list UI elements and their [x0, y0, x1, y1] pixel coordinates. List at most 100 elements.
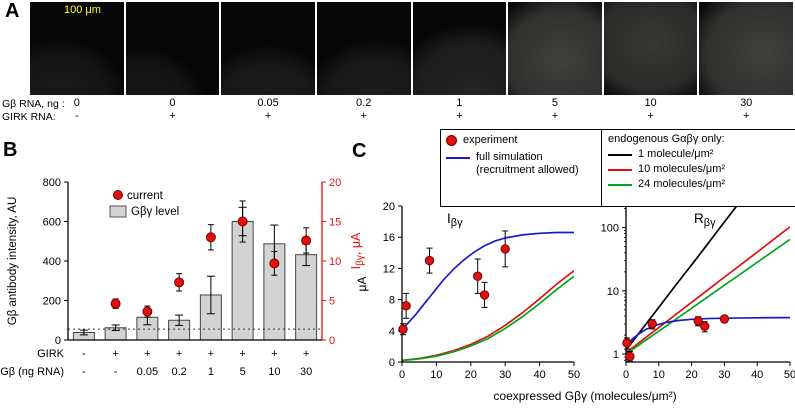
y-tick: 12: [383, 263, 395, 275]
simulation-line-swatch: [446, 157, 470, 159]
x-tick: 20: [685, 369, 697, 381]
experiment-point: [622, 338, 632, 348]
legend-item-label: 1 molecule/μm²: [638, 148, 714, 160]
legend-current-dot: [113, 190, 123, 200]
girk-rna-value: +: [647, 110, 654, 122]
x-row-label: GIRK: [37, 348, 65, 360]
left-axis-tick: 800: [43, 177, 61, 189]
girk-rna-value: +: [742, 110, 750, 122]
oocyte-fluorescence: [221, 2, 315, 95]
micrograph-oocyte-gb10: [603, 2, 698, 95]
girk-rna-value: -: [74, 110, 79, 122]
simulation-label: full simulation (recruitment allowed): [476, 151, 579, 177]
x-row-label: Gβ (ng RNA): [0, 366, 64, 378]
current-data-point: [269, 258, 280, 269]
gb-rna-value: 0: [73, 97, 80, 109]
left-axis-tick: 200: [43, 296, 61, 308]
legend-left-cell: experiment full simulation (recruitment …: [441, 130, 602, 206]
right-axis-title: Iβγ, μA: [349, 232, 366, 269]
y-tick: 10: [607, 286, 619, 298]
oocyte-fluorescence: [508, 2, 602, 95]
experiment-point: [398, 324, 408, 334]
microscopy-strip: 100 μm: [30, 2, 793, 95]
x-row-value: -: [114, 366, 118, 378]
experiment-point: [424, 255, 435, 266]
legend-gbg-label: Gβγ level: [131, 206, 179, 218]
micrograph-oocyte-gb30: [699, 2, 793, 95]
curve-10-molecules-m-: [626, 226, 790, 354]
y-tick: 1: [613, 349, 619, 361]
legend-item-10-molecules-m-: 10 molecules/μm²: [608, 163, 789, 176]
gb-rna-value: 0.05: [257, 97, 279, 109]
y-tick: 8: [389, 295, 395, 307]
experiment-point: [401, 301, 411, 311]
y-tick: 4: [389, 326, 395, 338]
micrograph-oocyte-gb5: [508, 2, 602, 95]
endogenous-header: endogenous Gαβγ only:: [608, 133, 725, 145]
micrograph-oocyte-gb0.2: [316, 2, 411, 95]
legend-line-swatch: [608, 168, 632, 171]
y-axis-title: μA: [355, 277, 369, 292]
oocyte-fluorescence: [30, 2, 124, 95]
experiment-dot-swatch: [446, 135, 457, 146]
simulation-label-line1: full simulation: [476, 151, 543, 163]
curve-10-molecules-m-: [402, 270, 574, 362]
current-data-point: [174, 277, 185, 288]
y-tick: 16: [383, 232, 395, 244]
x-row-value: -: [82, 366, 86, 378]
current-data-point: [110, 298, 121, 309]
experiment-point: [625, 351, 635, 362]
curve-full-simulation-recruitment-allowed-: [626, 316, 790, 347]
x-row-value: +: [208, 348, 214, 360]
gb-rna-value: 0: [169, 97, 176, 109]
x-row-value: +: [176, 348, 182, 360]
x-row-value: +: [303, 348, 309, 360]
curve-1-molecule-m-: [626, 206, 738, 351]
girk-rna-value: +: [360, 110, 367, 122]
x-row-value: +: [112, 348, 118, 360]
x-row-value: 10: [268, 366, 280, 378]
current-data-point: [301, 235, 312, 246]
gb-rna-value: 1: [456, 97, 463, 109]
panel-c-legend: experiment full simulation (recruitment …: [440, 129, 795, 207]
legend-item-label: 24 molecules/μm²: [638, 178, 726, 190]
curve-full-simulation-recruitment-allowed-: [402, 231, 574, 330]
panel-a-label: A: [5, 0, 20, 22]
micrograph-oocyte-gb1: [412, 2, 507, 95]
y-tick: 0: [389, 357, 395, 369]
oocyte-fluorescence: [125, 2, 220, 95]
oocyte-fluorescence: [699, 2, 793, 95]
endogenous-items: 1 molecule/μm² 10 molecules/μm² 24 molecul…: [608, 148, 789, 191]
gb-rna-value: 10: [644, 97, 657, 109]
curve-24-molecules-m-: [626, 238, 790, 355]
current-data-point: [237, 216, 248, 227]
experiment-point: [500, 244, 510, 254]
x-row-value: 30: [300, 366, 312, 378]
micrograph-oocyte-gb0-girk-plus: [125, 2, 220, 95]
girk-rna-row-label: GIRK RNA:: [2, 111, 56, 123]
x-row-value: +: [144, 348, 150, 360]
girk-rna-value: +: [456, 110, 463, 122]
x-tick: 0: [399, 369, 405, 381]
experiment-label: experiment: [463, 134, 518, 146]
current-data-point: [142, 306, 153, 317]
experiment-point: [700, 321, 710, 332]
experiment-point: [479, 290, 490, 300]
panel-b-label: B: [3, 139, 18, 161]
x-tick: 40: [751, 369, 763, 381]
left-axis-tick: 400: [43, 256, 61, 268]
right-axis-tick: 5: [329, 296, 335, 308]
simulation-label-line2: (recruitment allowed): [476, 164, 579, 176]
right-axis-tick: 0: [329, 335, 335, 347]
left-axis-tick: 600: [43, 217, 61, 229]
panel-c-label: C: [352, 140, 367, 162]
oocyte-fluorescence: [603, 2, 698, 95]
gb-rna-value: 0.2: [356, 97, 372, 109]
legend-simulation-row: full simulation (recruitment allowed): [446, 151, 596, 177]
bar-gbg-level: [295, 254, 318, 341]
right-axis-tick: 20: [329, 177, 341, 189]
gb-rna-value: 5: [551, 97, 558, 109]
curve-24-molecules-m-: [402, 275, 574, 362]
x-tick: 50: [784, 369, 795, 381]
